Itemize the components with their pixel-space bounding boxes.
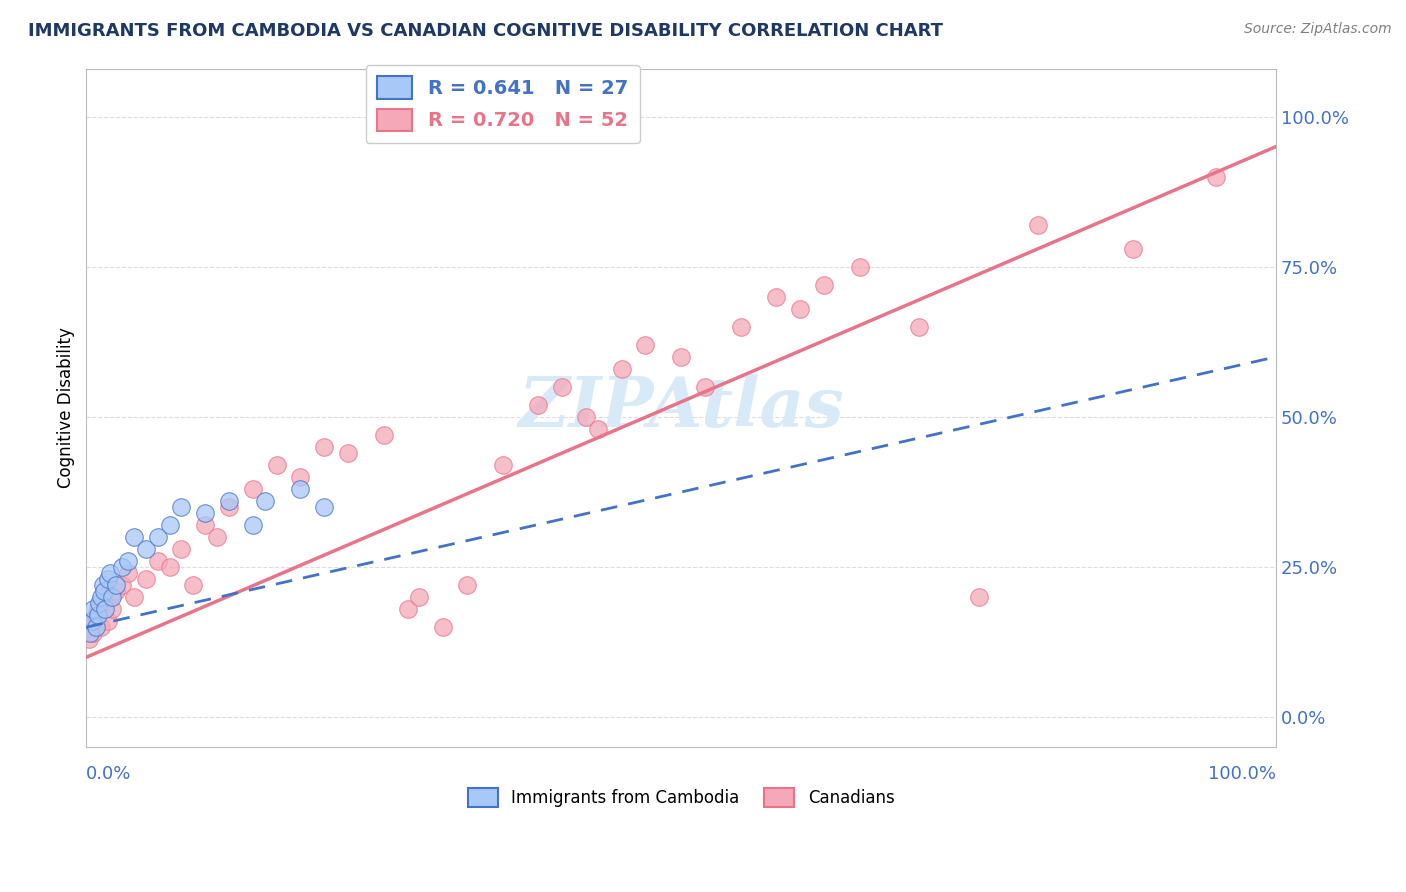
Point	[89, 596, 111, 610]
Point	[492, 458, 515, 472]
Point	[789, 301, 811, 316]
Point	[135, 542, 157, 557]
Point	[98, 566, 121, 581]
Point	[159, 560, 181, 574]
Point	[84, 608, 107, 623]
Point	[337, 446, 360, 460]
Point	[111, 578, 134, 592]
Point	[111, 560, 134, 574]
Point	[80, 620, 103, 634]
Point	[290, 482, 312, 496]
Point	[117, 566, 139, 581]
Point	[90, 590, 112, 604]
Point	[97, 572, 120, 586]
Point	[87, 608, 110, 623]
Point	[610, 362, 633, 376]
Point	[170, 500, 193, 514]
Point	[105, 584, 128, 599]
Point	[146, 554, 169, 568]
Point	[693, 380, 716, 394]
Point	[194, 506, 217, 520]
Point	[101, 590, 124, 604]
Point	[314, 440, 336, 454]
Point	[242, 518, 264, 533]
Point	[1205, 169, 1227, 184]
Point	[586, 422, 609, 436]
Point	[79, 626, 101, 640]
Point	[266, 458, 288, 472]
Y-axis label: Cognitive Disability: Cognitive Disability	[58, 327, 75, 488]
Point	[1122, 242, 1144, 256]
Point	[373, 428, 395, 442]
Point	[813, 277, 835, 292]
Point	[194, 518, 217, 533]
Text: ZIPAtlas: ZIPAtlas	[519, 374, 844, 442]
Point	[575, 409, 598, 424]
Point	[253, 494, 276, 508]
Point	[135, 572, 157, 586]
Point	[101, 602, 124, 616]
Point	[122, 530, 145, 544]
Point	[84, 620, 107, 634]
Point	[82, 602, 104, 616]
Legend: Immigrants from Cambodia, Canadians: Immigrants from Cambodia, Canadians	[461, 781, 901, 814]
Point	[159, 518, 181, 533]
Point	[82, 614, 104, 628]
Point	[90, 620, 112, 634]
Point	[456, 578, 478, 592]
Point	[93, 596, 115, 610]
Point	[730, 319, 752, 334]
Point	[87, 602, 110, 616]
Point	[551, 380, 574, 394]
Point	[218, 500, 240, 514]
Point	[314, 500, 336, 514]
Point	[122, 590, 145, 604]
Point	[432, 620, 454, 634]
Point	[408, 590, 430, 604]
Text: Source: ZipAtlas.com: Source: ZipAtlas.com	[1244, 22, 1392, 37]
Point	[82, 614, 104, 628]
Point	[105, 578, 128, 592]
Text: 100.0%: 100.0%	[1208, 765, 1277, 783]
Point	[765, 290, 787, 304]
Text: 0.0%: 0.0%	[86, 765, 132, 783]
Point	[91, 578, 114, 592]
Point	[183, 578, 205, 592]
Point	[290, 470, 312, 484]
Point	[77, 632, 100, 647]
Point	[97, 614, 120, 628]
Point	[527, 398, 550, 412]
Point	[396, 602, 419, 616]
Point	[967, 590, 990, 604]
Point	[1026, 218, 1049, 232]
Point	[908, 319, 931, 334]
Point	[82, 626, 104, 640]
Point	[146, 530, 169, 544]
Point	[98, 590, 121, 604]
Point	[170, 542, 193, 557]
Point	[242, 482, 264, 496]
Point	[205, 530, 228, 544]
Point	[669, 350, 692, 364]
Point	[218, 494, 240, 508]
Point	[93, 584, 115, 599]
Point	[848, 260, 870, 274]
Point	[634, 338, 657, 352]
Point	[117, 554, 139, 568]
Point	[94, 602, 117, 616]
Text: IMMIGRANTS FROM CAMBODIA VS CANADIAN COGNITIVE DISABILITY CORRELATION CHART: IMMIGRANTS FROM CAMBODIA VS CANADIAN COG…	[28, 22, 943, 40]
